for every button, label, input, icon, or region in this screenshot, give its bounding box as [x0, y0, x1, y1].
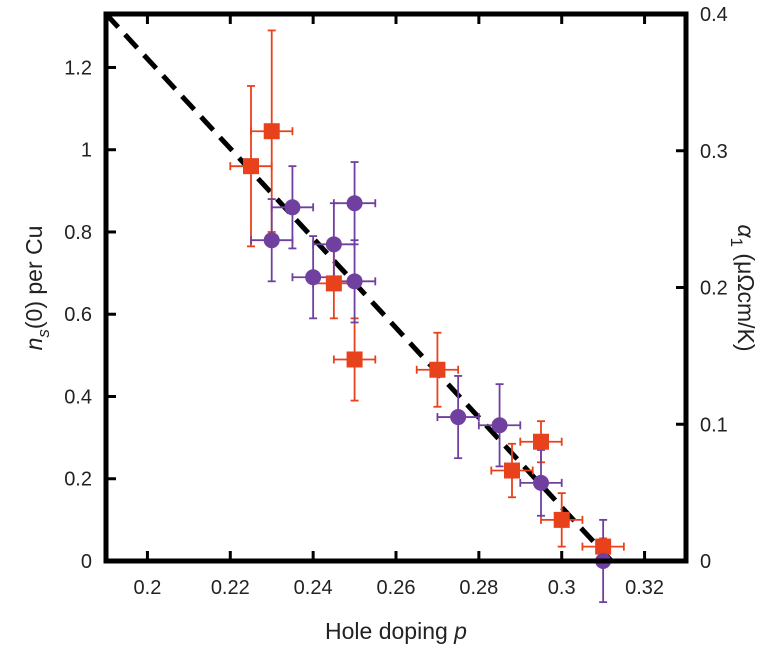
x-tick-label: 0.3 [548, 577, 576, 599]
y-left-tick-label: 1.2 [64, 57, 92, 79]
tick-layer: 0.2 0.22 0.24 0.26 0.28 0.3 0.32 0 0.2 0.4 0.6 0.8 1… [64, 4, 728, 599]
circle-data-point [450, 409, 467, 426]
x-tick-label: 0.26 [377, 577, 416, 599]
square-data-point [553, 511, 570, 528]
y-left-tick-label: 0.4 [64, 386, 92, 408]
square-data-point [533, 433, 549, 450]
y-right-axis-title: α1 (μΩcm/K) [727, 224, 759, 351]
circle-data-point [325, 236, 342, 253]
y-right-tick-label: 0.3 [700, 141, 728, 163]
circle-data-point [263, 232, 280, 249]
y-left-tick-label: 0.6 [64, 304, 92, 326]
x-tick-label: 0.28 [459, 577, 498, 599]
circle-data-point [284, 199, 301, 216]
circle-data-point [346, 273, 363, 290]
y-left-tick-label: 1 [81, 140, 92, 162]
plot-frame [103, 11, 689, 564]
y-left-axis-title: ns(0) per Cu [21, 226, 53, 351]
square-data-point [504, 462, 520, 479]
x-axis-title: Hole doping p [325, 618, 467, 644]
circle-data-point [346, 195, 363, 212]
circle-data-point [533, 474, 549, 491]
circle-data-point [491, 417, 508, 434]
y-left-tick-label: 0.2 [64, 469, 92, 491]
data-point-layer [243, 123, 612, 569]
y-right-tick-label: 0.1 [700, 414, 728, 436]
y-right-tick-label: 0.2 [700, 278, 728, 300]
square-data-point [595, 538, 612, 555]
circle-data-point [305, 269, 322, 286]
y-left-tick-label: 0.8 [64, 222, 92, 244]
x-tick-label: 0.22 [211, 577, 250, 599]
square-data-point [346, 351, 363, 368]
y-left-tick-label: 0 [81, 551, 92, 573]
square-data-point [429, 361, 446, 378]
x-tick-label: 0.2 [134, 577, 162, 599]
square-data-point [325, 275, 342, 292]
square-data-point [263, 123, 280, 140]
y-right-tick-label: 0 [700, 551, 711, 573]
x-tick-label: 0.32 [625, 577, 664, 599]
y-right-tick-label: 0.4 [700, 4, 728, 26]
square-data-point [243, 158, 259, 175]
x-tick-label: 0.24 [294, 577, 333, 599]
